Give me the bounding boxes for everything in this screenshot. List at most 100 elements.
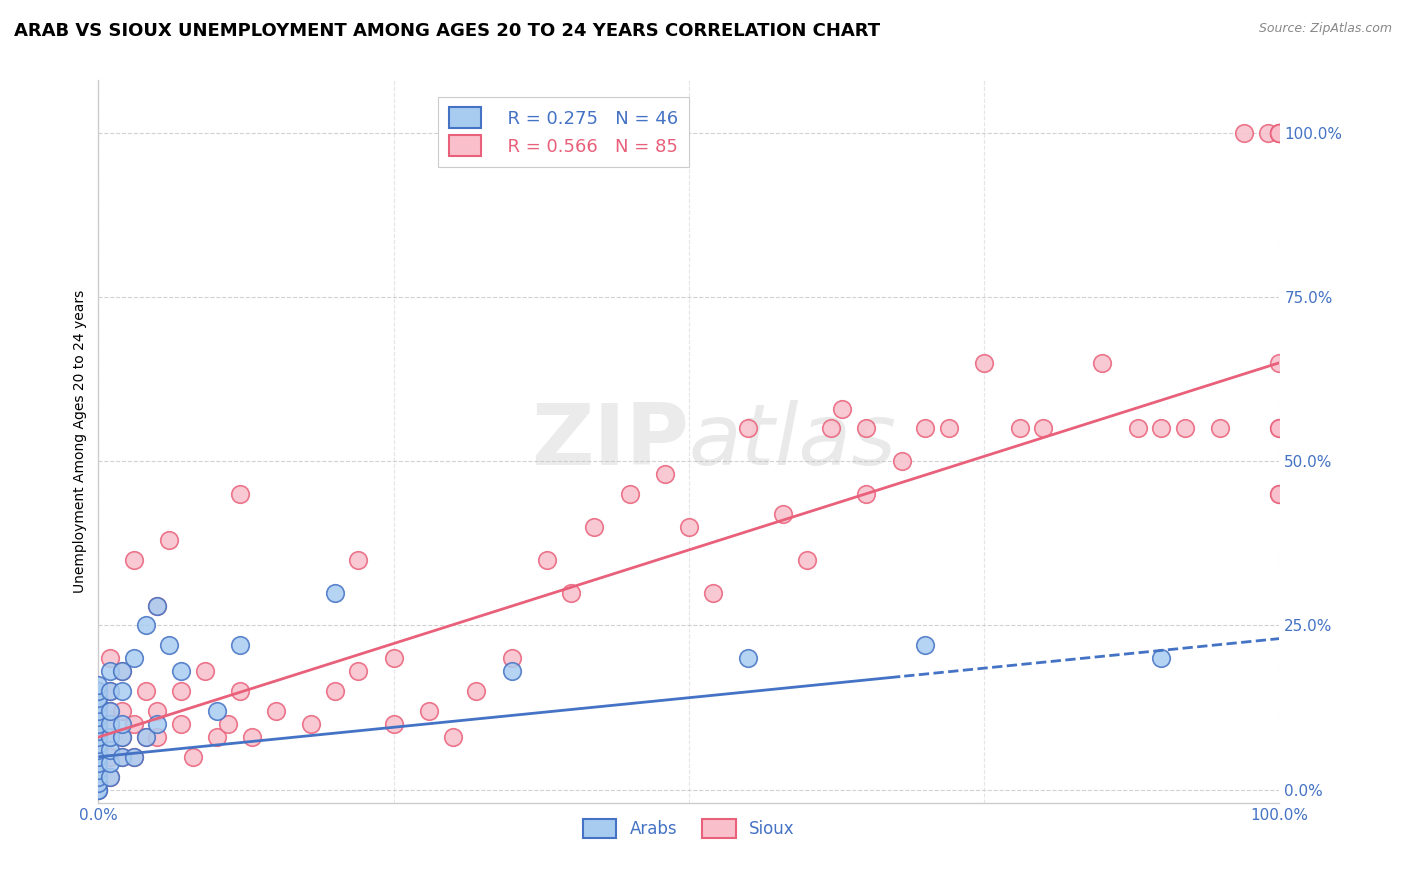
Point xyxy=(87,723,110,738)
Point xyxy=(122,717,145,731)
Point xyxy=(170,717,193,731)
Point xyxy=(87,730,110,744)
Point xyxy=(135,618,157,632)
Point xyxy=(1268,421,1291,435)
Point xyxy=(702,585,724,599)
Point xyxy=(87,763,110,777)
Point xyxy=(87,698,110,712)
Point xyxy=(772,507,794,521)
Point xyxy=(181,749,204,764)
Point xyxy=(111,730,134,744)
Point xyxy=(98,756,121,771)
Point xyxy=(1150,651,1173,665)
Point xyxy=(98,730,121,744)
Point xyxy=(111,749,134,764)
Point xyxy=(347,553,370,567)
Point xyxy=(229,684,252,698)
Point xyxy=(501,651,523,665)
Point xyxy=(1257,126,1279,140)
Point xyxy=(1008,421,1031,435)
Point xyxy=(87,737,110,751)
Point xyxy=(135,730,157,744)
Point xyxy=(87,782,110,797)
Legend: Arabs, Sioux: Arabs, Sioux xyxy=(576,813,801,845)
Point xyxy=(98,704,121,718)
Point xyxy=(619,487,641,501)
Point xyxy=(583,520,606,534)
Point xyxy=(347,665,370,679)
Point xyxy=(98,770,121,784)
Point xyxy=(796,553,818,567)
Point xyxy=(855,487,877,501)
Point xyxy=(157,533,180,547)
Point xyxy=(98,717,121,731)
Point xyxy=(229,487,252,501)
Point xyxy=(87,782,110,797)
Point xyxy=(98,743,121,757)
Point xyxy=(914,638,936,652)
Point xyxy=(98,704,121,718)
Point xyxy=(111,717,134,731)
Point xyxy=(87,717,110,731)
Point xyxy=(240,730,263,744)
Text: Source: ZipAtlas.com: Source: ZipAtlas.com xyxy=(1258,22,1392,36)
Point xyxy=(146,704,169,718)
Point xyxy=(973,356,995,370)
Point xyxy=(1032,421,1054,435)
Point xyxy=(87,710,110,724)
Point xyxy=(122,553,145,567)
Point xyxy=(1268,356,1291,370)
Point xyxy=(87,770,110,784)
Point xyxy=(122,651,145,665)
Point xyxy=(87,743,110,757)
Point xyxy=(87,782,110,797)
Point xyxy=(98,770,121,784)
Point xyxy=(1268,126,1291,140)
Point xyxy=(135,730,157,744)
Point xyxy=(87,770,110,784)
Point xyxy=(1268,487,1291,501)
Point xyxy=(831,401,853,416)
Point xyxy=(1268,421,1291,435)
Point xyxy=(264,704,287,718)
Point xyxy=(98,665,121,679)
Point xyxy=(855,421,877,435)
Point xyxy=(205,704,228,718)
Point xyxy=(87,690,110,705)
Point xyxy=(122,749,145,764)
Point xyxy=(382,717,405,731)
Point xyxy=(87,763,110,777)
Point xyxy=(1268,126,1291,140)
Point xyxy=(87,776,110,790)
Point xyxy=(194,665,217,679)
Point xyxy=(382,651,405,665)
Point xyxy=(111,730,134,744)
Point xyxy=(1174,421,1197,435)
Point xyxy=(98,684,121,698)
Point xyxy=(87,776,110,790)
Point xyxy=(820,421,842,435)
Point xyxy=(1209,421,1232,435)
Point xyxy=(98,684,121,698)
Point xyxy=(170,665,193,679)
Point xyxy=(111,704,134,718)
Point xyxy=(536,553,558,567)
Point xyxy=(418,704,440,718)
Point xyxy=(111,684,134,698)
Point xyxy=(98,651,121,665)
Point xyxy=(1268,126,1291,140)
Point xyxy=(157,638,180,652)
Point xyxy=(98,717,121,731)
Point xyxy=(1150,421,1173,435)
Point xyxy=(654,467,676,482)
Point xyxy=(111,665,134,679)
Text: ZIP: ZIP xyxy=(531,400,689,483)
Point xyxy=(299,717,322,731)
Point xyxy=(1268,487,1291,501)
Point xyxy=(229,638,252,652)
Point xyxy=(441,730,464,744)
Point xyxy=(87,749,110,764)
Point xyxy=(98,749,121,764)
Point xyxy=(938,421,960,435)
Point xyxy=(170,684,193,698)
